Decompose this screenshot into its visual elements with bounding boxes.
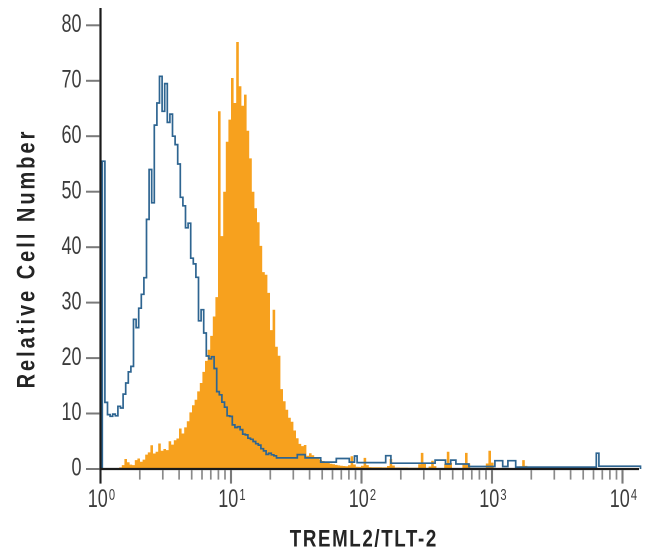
svg-text:TREML2/TLT-2: TREML2/TLT-2 <box>290 525 437 552</box>
svg-text:10: 10 <box>61 397 81 426</box>
svg-text:10: 10 <box>610 484 630 513</box>
svg-text:40: 40 <box>61 231 81 260</box>
svg-text:10: 10 <box>479 484 499 513</box>
svg-text:10: 10 <box>88 484 108 513</box>
svg-text:Relative Cell Number: Relative Cell Number <box>12 131 40 388</box>
svg-text:1: 1 <box>239 486 245 503</box>
svg-text:70: 70 <box>61 65 81 94</box>
svg-text:10: 10 <box>218 484 238 513</box>
svg-text:30: 30 <box>61 286 81 315</box>
svg-text:0: 0 <box>109 486 115 503</box>
svg-text:3: 3 <box>500 486 506 503</box>
svg-text:2: 2 <box>370 486 376 503</box>
svg-text:0: 0 <box>71 453 81 482</box>
svg-text:80: 80 <box>61 9 81 38</box>
svg-text:50: 50 <box>61 175 81 204</box>
svg-text:4: 4 <box>631 486 638 503</box>
svg-text:20: 20 <box>61 342 81 371</box>
svg-text:10: 10 <box>349 484 369 513</box>
svg-text:60: 60 <box>61 120 81 149</box>
